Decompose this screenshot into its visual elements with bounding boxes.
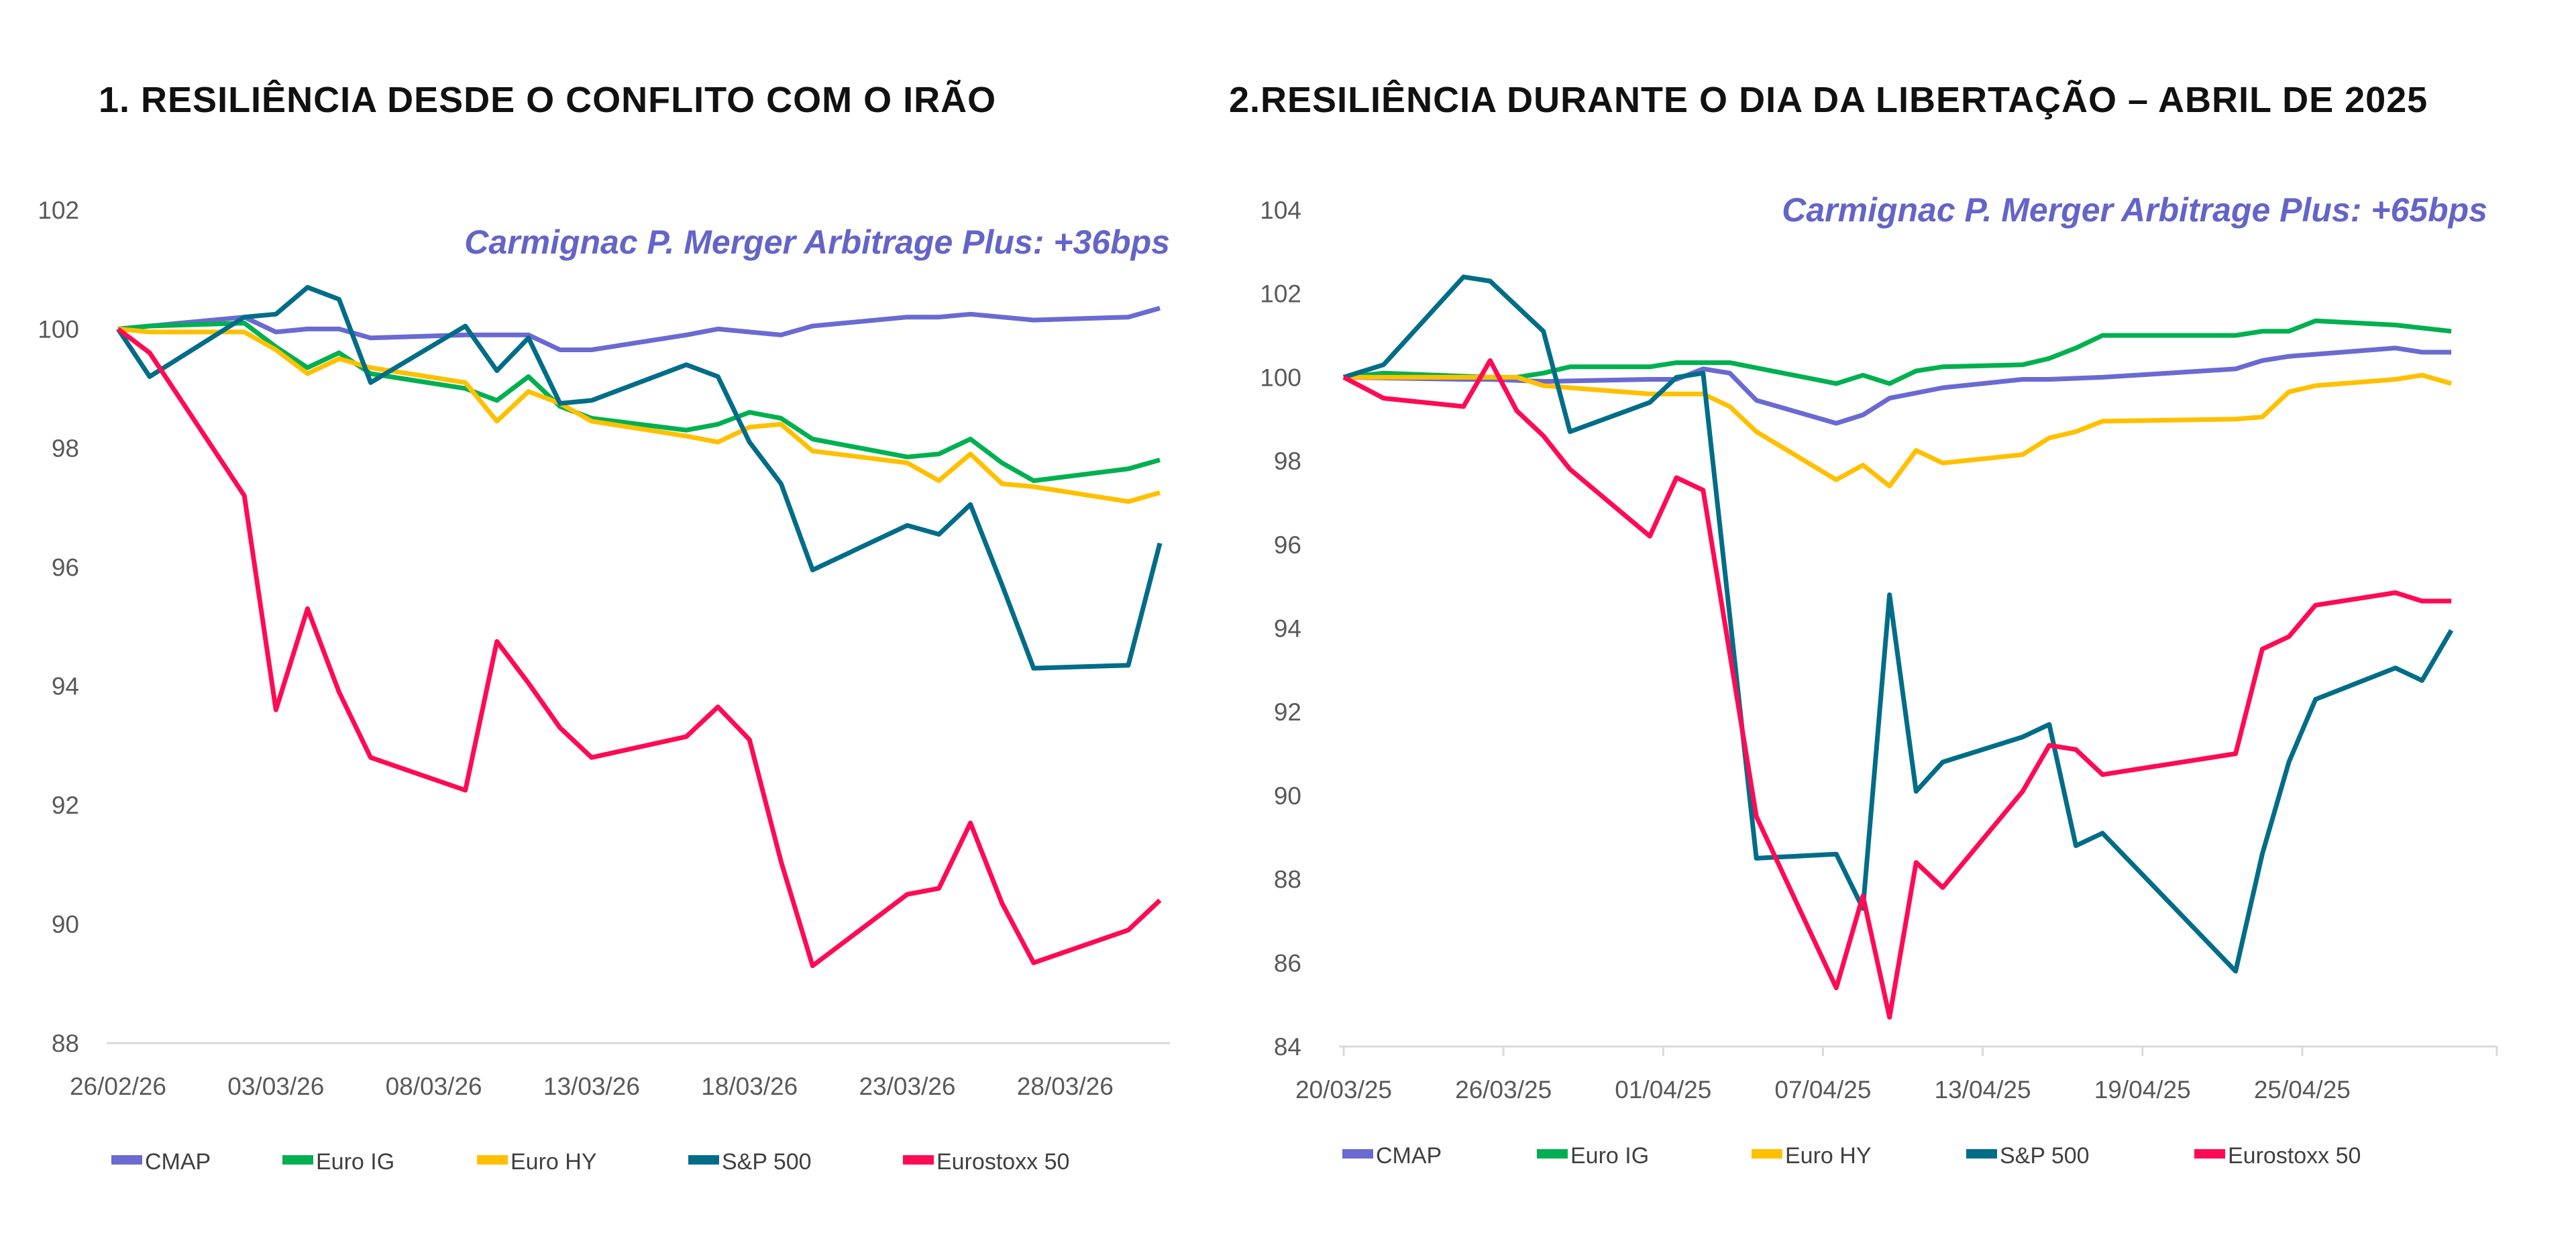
y-tick-label: 90 (1274, 782, 1301, 810)
legend: CMAP Euro IG Euro HY S&P 500 Eurostoxx 50 (111, 1149, 1069, 1175)
x-tick-label: 25/04/25 (2254, 1076, 2351, 1104)
fund-performance-annotation: Carmignac P. Merger Arbitrage Plus: +65b… (1782, 191, 2487, 229)
series-line-s-p-500 (1342, 274, 2454, 974)
x-tick-label: 13/04/25 (1935, 1076, 2031, 1104)
series-line-euro-hy (1344, 372, 2453, 488)
x-tick-label: 26/02/26 (70, 1073, 166, 1100)
legend-swatch (477, 1155, 508, 1165)
legend-label: S&P 500 (2000, 1143, 2090, 1169)
series-line-eurostoxx-50 (1342, 358, 2452, 1020)
x-tick-label: 28/03/26 (1017, 1073, 1114, 1100)
y-tick-label: 96 (1274, 531, 1301, 559)
series-line-eurostoxx-50 (116, 327, 1162, 969)
legend-swatch (1752, 1149, 1782, 1159)
series-line-s-p-500 (116, 284, 1163, 671)
legend-swatch (282, 1155, 313, 1165)
y-tick-label: 96 (52, 553, 79, 581)
y-tick-label: 98 (52, 435, 79, 462)
y-tick-label: 88 (1274, 866, 1301, 894)
y-tick-label: 84 (1274, 1033, 1301, 1061)
legend-label: S&P 500 (722, 1149, 812, 1175)
series-line-euro-ig (117, 321, 1161, 484)
series-line-euro-hy (117, 326, 1161, 504)
legend-label: Euro HY (511, 1149, 597, 1175)
y-tick-label: 94 (52, 673, 79, 700)
legend-swatch (1966, 1149, 1997, 1159)
legend-label: Eurostoxx 50 (2228, 1143, 2361, 1169)
y-tick-label: 92 (52, 792, 79, 819)
legend-swatch (2194, 1149, 2225, 1159)
x-tick-label: 23/03/26 (859, 1073, 955, 1100)
x-tick-label: 08/03/26 (386, 1073, 482, 1100)
legend-label: CMAP (1376, 1143, 1442, 1169)
y-tick-label: 98 (1274, 447, 1301, 475)
fund-performance-annotation: Carmignac P. Merger Arbitrage Plus: +36b… (464, 223, 1170, 261)
legend-swatch (903, 1155, 934, 1165)
chart-2-title: 2.RESILIÊNCIA DURANTE O DIA DA LIBERTAÇÃ… (1229, 80, 2428, 120)
y-tick-label: 86 (1274, 949, 1301, 977)
x-tick-label: 13/03/26 (543, 1073, 640, 1100)
series-line-euro-ig (1343, 318, 2452, 386)
legend-label: Euro HY (1785, 1143, 1872, 1169)
y-tick-label: 102 (38, 197, 79, 224)
legend-swatch (111, 1155, 142, 1165)
x-tick-label: 18/03/26 (701, 1073, 798, 1100)
y-tick-label: 90 (52, 911, 79, 938)
y-tick-label: 102 (1260, 280, 1301, 308)
y-tick-label: 92 (1274, 698, 1301, 726)
y-tick-label: 88 (52, 1030, 79, 1057)
chart-2: 84 86 88 90 92 94 96 98 100 102 104 20/03/25 26/03/2… (1260, 191, 2498, 1169)
y-tick-label: 94 (1274, 615, 1301, 643)
chart-1-title: 1. RESILIÊNCIA DESDE O CONFLITO COM O IR… (99, 80, 997, 120)
y-tick-label: 104 (1260, 197, 1301, 224)
legend: CMAP Euro IG Euro HY S&P 500 Eurostoxx 50 (1342, 1143, 2361, 1169)
x-tick-label: 07/04/25 (1774, 1076, 1871, 1104)
x-tick-label: 20/03/25 (1295, 1076, 1392, 1104)
legend-label: Euro IG (1570, 1143, 1649, 1169)
legend-label: Eurostoxx 50 (936, 1149, 1069, 1175)
legend-swatch (1537, 1149, 1568, 1159)
legend-swatch (1342, 1149, 1373, 1159)
x-tick-label: 03/03/26 (227, 1073, 324, 1100)
x-tick-label: 19/04/25 (2094, 1076, 2191, 1104)
y-tick-label: 100 (1260, 364, 1301, 391)
series-line-cmap (1343, 345, 2452, 426)
x-tick-label: 26/03/25 (1455, 1076, 1552, 1104)
chart-1: 88 90 92 94 96 98 100 102 26/02/26 03/03/26 08/03/… (38, 197, 1170, 1175)
legend-label: CMAP (145, 1149, 211, 1175)
x-tick-label: 01/04/25 (1615, 1076, 1711, 1104)
series-line-cmap (117, 306, 1161, 352)
legend-swatch (688, 1155, 719, 1165)
y-tick-label: 100 (38, 315, 79, 343)
legend-label: Euro IG (316, 1149, 394, 1175)
